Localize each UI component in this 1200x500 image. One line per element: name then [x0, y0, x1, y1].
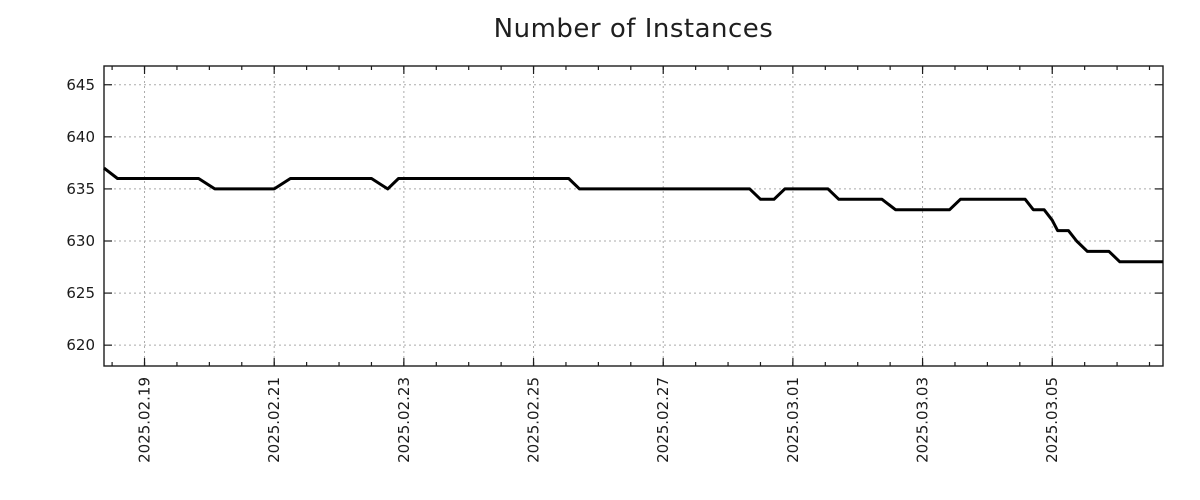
y-tick-label: 645: [66, 76, 95, 94]
plot-border: [103, 65, 1164, 367]
x-tick-label: 2025.03.05: [1043, 377, 1061, 463]
y-tick-label: 640: [66, 128, 95, 146]
x-tick-label: 2025.02.27: [654, 377, 672, 463]
y-tick-label: 620: [66, 336, 95, 354]
x-tick-label: 2025.02.19: [136, 377, 154, 463]
y-tick-label: 635: [66, 180, 95, 198]
x-tick-label: 2025.02.21: [265, 377, 283, 463]
x-tick-label: 2025.03.01: [784, 377, 802, 463]
y-tick-label: 630: [66, 232, 95, 250]
series-line-instances: [103, 166, 1163, 264]
x-tick-label: 2025.02.23: [395, 377, 413, 463]
x-tick-label: 2025.02.25: [525, 377, 543, 463]
chart-title: Number of Instances: [493, 14, 774, 44]
x-tick-label: 2025.03.03: [914, 377, 932, 463]
y-tick-label: 625: [66, 284, 95, 302]
